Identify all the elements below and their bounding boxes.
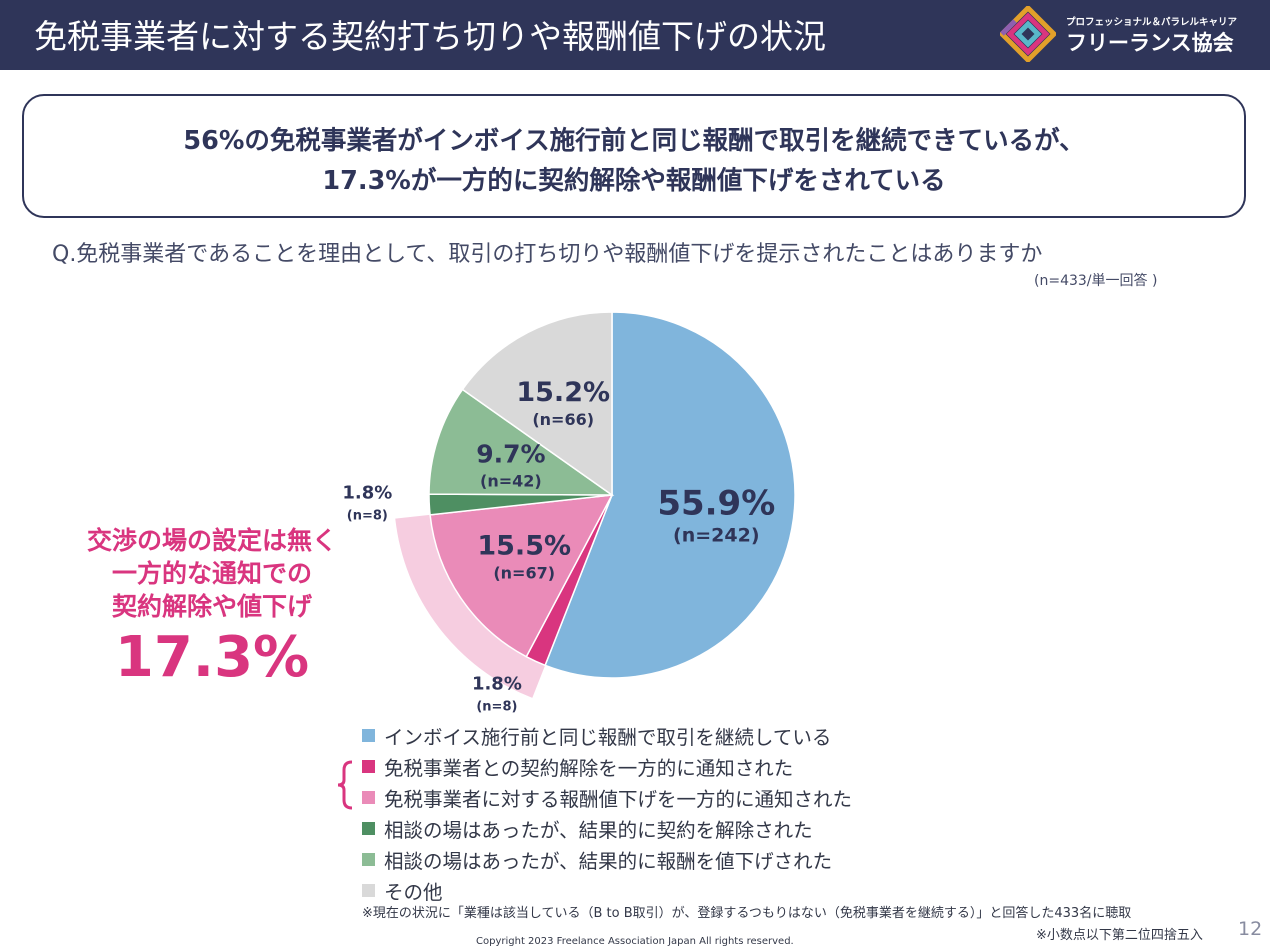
legend-item-1: インボイス施行前と同じ報酬で取引を継続している — [362, 720, 852, 751]
page-number: 12 — [1238, 918, 1263, 940]
legend-swatch — [362, 822, 375, 835]
legend-swatch — [362, 853, 375, 866]
legend-label: インボイス施行前と同じ報酬で取引を継続している — [384, 726, 832, 749]
slice-n-label-1: (n=242) — [673, 525, 759, 547]
pie-slice-6 — [461, 311, 613, 497]
footnote-rounding: ※小数点以下第二位四捨五入 — [1036, 928, 1203, 943]
legend-label: 相談の場はあったが、結果的に契約を解除された — [384, 819, 813, 842]
callout-value: 17.3% — [114, 625, 310, 690]
pie-slice-5 — [428, 388, 615, 496]
legend-item-4: 相談の場はあったが、結果的に契約を解除された — [362, 813, 852, 844]
legend-swatch — [362, 729, 375, 742]
slice-n-label-2: (n=8) — [476, 700, 517, 715]
legend-item-6: その他 — [362, 875, 852, 906]
legend-label: 免税事業者との契約解除を一方的に通知された — [384, 757, 794, 780]
slice-n-label-5: (n=42) — [480, 472, 542, 491]
slice-label-1: 55.9% — [657, 484, 775, 524]
slice-label-6: 15.2% — [516, 377, 610, 408]
legend-swatch — [362, 791, 375, 804]
header-bar: 免税事業者に対する契約打ち切りや報酬値下げの状況 プロフェッショナル＆パラレルキ… — [0, 0, 1270, 70]
callout-line-1: 交渉の場の設定は無く — [86, 526, 337, 555]
slice-label-5: 9.7% — [476, 440, 545, 469]
legend-swatch — [362, 884, 375, 897]
slice-label-2: 1.8% — [472, 674, 522, 695]
logo-subtitle: プロフェッショナル＆パラレルキャリア — [1066, 17, 1238, 28]
legend-item-5: 相談の場はあったが、結果的に報酬を値下げされた — [362, 844, 852, 875]
headline-line-2: 17.3%が一方的に契約解除や報酬値下げをされている — [322, 166, 946, 196]
legend-label: 免税事業者に対する報酬値下げを一方的に通知された — [384, 788, 853, 811]
legend-item-3: 免税事業者に対する報酬値下げを一方的に通知された — [362, 782, 852, 813]
legend-swatch — [362, 760, 375, 773]
survey-question: Q.免税事業者であることを理由として、取引の打ち切りや報酬値下げを提示されたこと… — [52, 242, 1043, 267]
headline-box: 56%の免税事業者がインボイス施行前と同じ報酬で取引を継続できているが、 17.… — [22, 94, 1246, 218]
slice-n-label-6: (n=66) — [532, 410, 594, 429]
logo-name: フリーランス協会 — [1066, 31, 1234, 55]
legend-label: その他 — [384, 881, 443, 904]
pie-slice-1 — [544, 311, 796, 679]
slice-label-3: 15.5% — [477, 531, 571, 562]
slice-label-4: 1.8% — [342, 483, 392, 504]
footnote-survey: ※現在の状況に「業種は該当している（B to B取引）が、登録するつもりはない（… — [362, 906, 1132, 921]
legend: インボイス施行前と同じ報酬で取引を継続している 免税事業者との契約解除を一方的に通… — [362, 720, 852, 906]
logo-icon — [1000, 6, 1056, 62]
legend-bracket — [337, 760, 353, 810]
callout: 交渉の場の設定は無く 一方的な通知での 契約解除や値下げ 17.3% — [42, 524, 382, 691]
page-title: 免税事業者に対する契約打ち切りや報酬値下げの状況 — [34, 17, 826, 56]
callout-line-2: 一方的な通知での — [111, 559, 312, 588]
legend-label: 相談の場はあったが、結果的に報酬を値下げされた — [384, 850, 833, 873]
callout-line-3: 契約解除や値下げ — [111, 592, 312, 621]
pie-slice-3 — [429, 494, 614, 658]
slice-n-label-3: (n=67) — [493, 564, 555, 583]
headline-line-1: 56%の免税事業者がインボイス施行前と同じ報酬で取引を継続できているが、 — [183, 126, 1085, 156]
legend-item-2: 免税事業者との契約解除を一方的に通知された — [362, 751, 852, 782]
copyright: Copyright 2023 Freelance Association Jap… — [476, 936, 794, 947]
slice-n-label-4: (n=8) — [347, 509, 388, 524]
sample-size-note: (n=433/単一回答 ) — [1034, 273, 1158, 289]
